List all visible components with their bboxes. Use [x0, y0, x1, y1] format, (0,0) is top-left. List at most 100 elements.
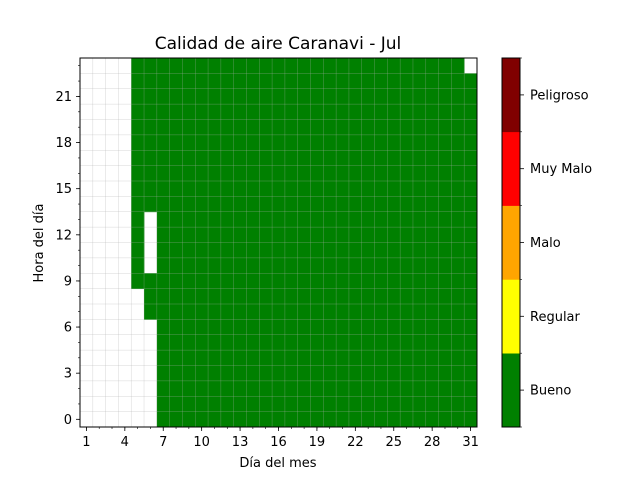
heatmap-cell: [259, 396, 273, 413]
heatmap-cell: [348, 380, 363, 397]
heatmap-cell: [156, 304, 171, 320]
heatmap-cell: [195, 242, 209, 259]
heatmap-cell: [412, 411, 427, 428]
x-tick-label: 1: [82, 435, 90, 450]
heatmap-cell: [464, 380, 478, 397]
heatmap-cell: [297, 211, 311, 228]
heatmap-cell: [169, 380, 183, 397]
heatmap-cell: [451, 196, 465, 213]
heatmap-cell: [323, 273, 337, 290]
heatmap-cell: [169, 273, 183, 290]
heatmap-cell: [233, 227, 247, 243]
heatmap-cell: [233, 119, 247, 136]
heatmap-cell: [464, 273, 478, 290]
heatmap-cell: [400, 319, 414, 336]
heatmap-cell: [246, 227, 260, 243]
heatmap-cell: [310, 150, 324, 167]
heatmap-cells: [131, 58, 478, 428]
heatmap-cell: [438, 58, 452, 74]
heatmap-cell: [310, 396, 324, 413]
heatmap-cell: [195, 350, 209, 366]
heatmap-cell: [336, 257, 350, 274]
heatmap-cell: [412, 88, 427, 105]
heatmap-cell: [233, 304, 247, 320]
heatmap-cell: [131, 104, 145, 120]
heatmap-cell: [156, 396, 171, 413]
heatmap-cell: [323, 211, 337, 228]
heatmap-cell: [400, 181, 414, 197]
heatmap-cell: [169, 242, 183, 259]
heatmap-cell: [464, 104, 478, 120]
heatmap-cell: [156, 242, 171, 259]
heatmap-cell: [284, 150, 299, 167]
heatmap-cell: [233, 134, 247, 151]
heatmap-cell: [425, 411, 439, 428]
heatmap-cell: [259, 58, 273, 74]
heatmap-cell: [297, 119, 311, 136]
heatmap-cell: [208, 165, 222, 182]
heatmap-cell: [310, 319, 324, 336]
heatmap-cell: [464, 211, 478, 228]
heatmap-cell: [400, 365, 414, 382]
heatmap-cell: [400, 227, 414, 243]
heatmap-cell: [425, 88, 439, 105]
heatmap-cell: [246, 396, 260, 413]
heatmap-cell: [374, 350, 388, 366]
heatmap-cell: [464, 365, 478, 382]
heatmap-cell: [182, 211, 196, 228]
heatmap-cell: [297, 334, 311, 351]
x-tick-label: 16: [270, 435, 287, 450]
heatmap-cell: [144, 119, 158, 136]
heatmap-cell: [310, 196, 324, 213]
y-tick-label: 3: [64, 367, 72, 382]
heatmap-cell: [131, 257, 145, 274]
heatmap-cell: [361, 150, 375, 167]
heatmap-cell: [451, 242, 465, 259]
heatmap-cell: [284, 181, 299, 197]
heatmap-cell: [246, 411, 260, 428]
heatmap-cell: [220, 58, 235, 74]
heatmap-cell: [259, 380, 273, 397]
heatmap-cell: [387, 104, 401, 120]
heatmap-cell: [182, 150, 196, 167]
heatmap-cell: [412, 104, 427, 120]
heatmap-cell: [284, 119, 299, 136]
y-tick-label: 15: [55, 182, 72, 197]
heatmap-cell: [208, 411, 222, 428]
heatmap-cell: [438, 242, 452, 259]
heatmap-cell: [182, 196, 196, 213]
heatmap-cell: [272, 242, 286, 259]
heatmap-cell: [169, 288, 183, 305]
heatmap-cell: [412, 227, 427, 243]
heatmap-cell: [464, 304, 478, 320]
colorbar-label: Muy Malo: [530, 162, 592, 177]
heatmap-cell: [169, 119, 183, 136]
heatmap-cell: [310, 304, 324, 320]
heatmap-cell: [400, 73, 414, 90]
heatmap-cell: [144, 150, 158, 167]
heatmap-cell: [220, 334, 235, 351]
heatmap-cell: [412, 119, 427, 136]
heatmap-cell: [284, 104, 299, 120]
heatmap-cell: [233, 396, 247, 413]
heatmap-cell: [387, 319, 401, 336]
heatmap-cell: [284, 73, 299, 90]
heatmap-cell: [297, 380, 311, 397]
heatmap-cell: [425, 304, 439, 320]
heatmap-cell: [297, 104, 311, 120]
x-axis-label: Día del mes: [239, 456, 316, 471]
heatmap-cell: [336, 104, 350, 120]
heatmap-cell: [259, 104, 273, 120]
heatmap-cell: [310, 288, 324, 305]
heatmap-cell: [182, 365, 196, 382]
heatmap-cell: [208, 365, 222, 382]
heatmap-cell: [348, 73, 363, 90]
heatmap-cell: [297, 304, 311, 320]
heatmap-cell: [284, 88, 299, 105]
heatmap-cell: [182, 334, 196, 351]
heatmap-cell: [246, 365, 260, 382]
chart-title: Calidad de aire Caranavi - Jul: [155, 34, 402, 54]
heatmap-cell: [361, 119, 375, 136]
heatmap-cell: [464, 88, 478, 105]
